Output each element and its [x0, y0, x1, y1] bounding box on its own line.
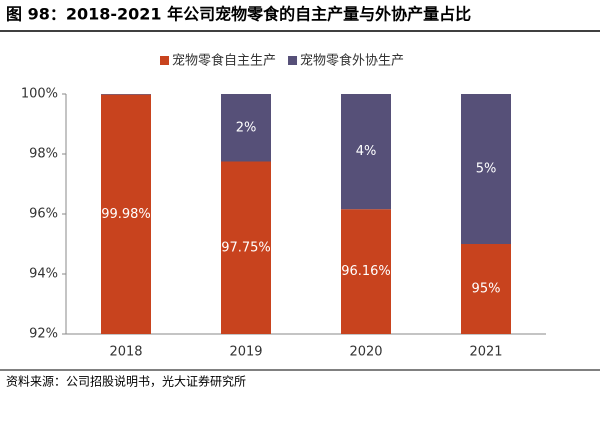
- data-label: 5%: [476, 162, 497, 177]
- bar-segment: [221, 161, 271, 334]
- bar-segment: [101, 94, 151, 95]
- legend-swatch: [160, 56, 169, 65]
- x-tick-label: 2021: [469, 345, 502, 360]
- bar-segment: [461, 244, 511, 334]
- data-label: 97.75%: [221, 240, 271, 255]
- data-label: 99.98%: [101, 207, 151, 222]
- y-tick-label: 98%: [29, 147, 58, 162]
- bar-segment: [461, 94, 511, 244]
- legend-label: 宠物零食自主生产: [172, 53, 276, 69]
- data-label: 95%: [472, 282, 501, 297]
- y-tick-label: 94%: [29, 267, 58, 282]
- bar-segment: [341, 94, 391, 210]
- bar-segment: [101, 94, 151, 334]
- data-label: 96.16%: [341, 264, 391, 279]
- x-tick-label: 2018: [109, 345, 142, 360]
- bar-segment: [221, 94, 271, 162]
- chart-title: 图 98：2018-2021 年公司宠物零食的自主产量与外协产量占比: [6, 5, 471, 24]
- x-tick-label: 2020: [349, 345, 382, 360]
- data-label: 2%: [236, 120, 257, 135]
- y-tick-label: 92%: [29, 327, 58, 342]
- data-label: 4%: [356, 144, 377, 159]
- source: 资料来源：公司招股说明书，光大证券研究所: [6, 374, 246, 389]
- y-tick-label: 100%: [21, 87, 58, 102]
- legend-swatch: [288, 56, 298, 65]
- y-tick-label: 96%: [29, 207, 58, 222]
- bar-segment: [341, 209, 391, 334]
- x-tick-label: 2019: [229, 345, 262, 360]
- legend-label: 宠物零食外协生产: [300, 53, 404, 69]
